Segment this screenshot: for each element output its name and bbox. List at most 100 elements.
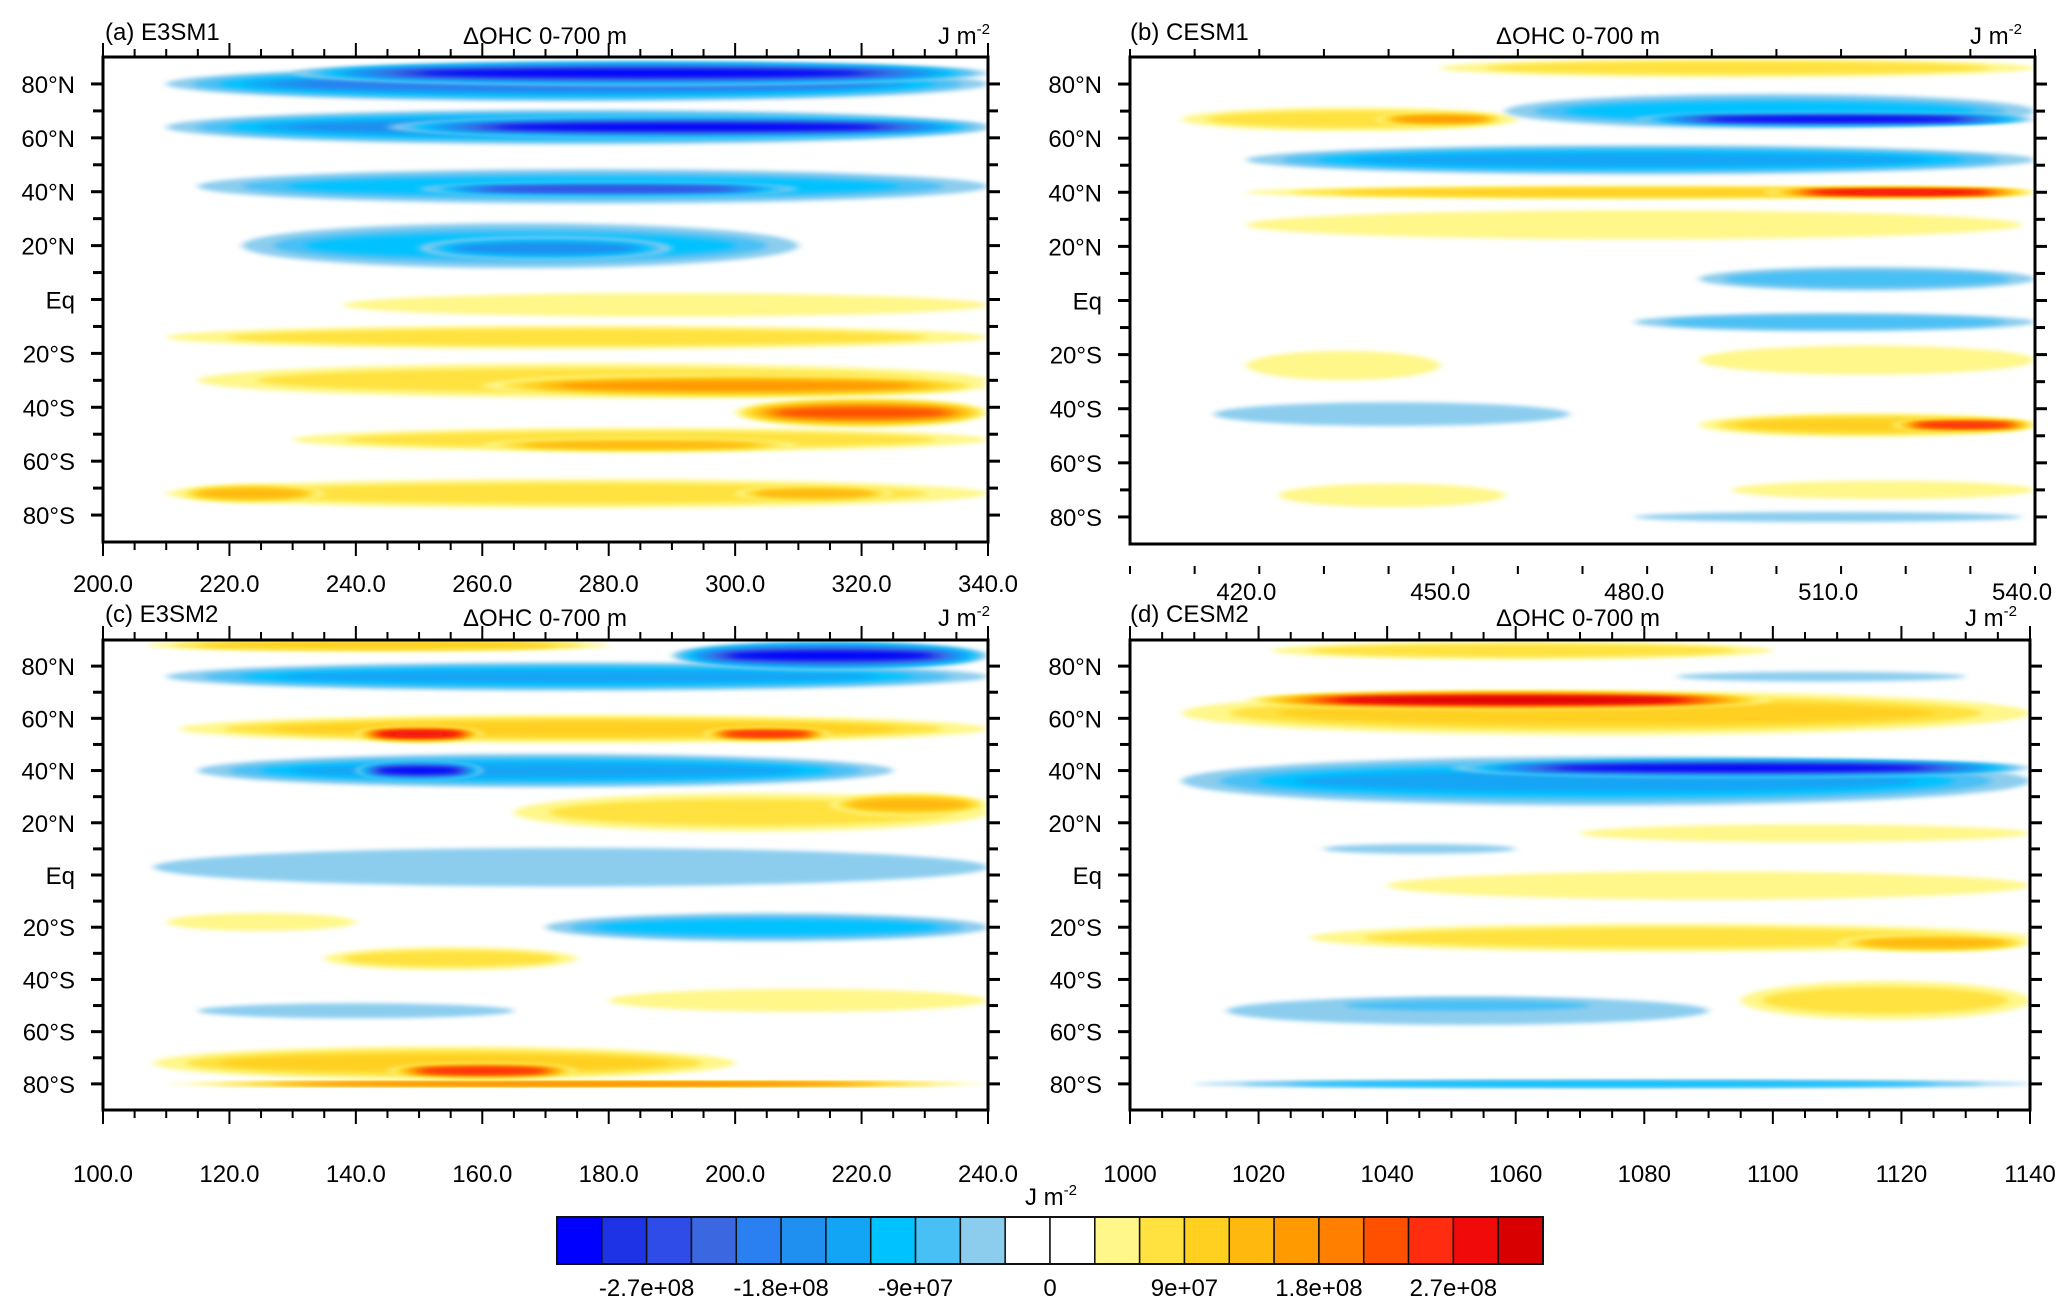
colorbar-swatch	[780, 1216, 827, 1265]
y-tick-label: 40°N	[1048, 180, 1102, 207]
x-tick-label: 260.0	[452, 571, 512, 598]
panel-d-units: J m-2	[1965, 603, 2017, 632]
colorbar-swatch	[1273, 1216, 1320, 1265]
contour-feature	[379, 768, 460, 773]
contour-feature	[1698, 345, 2035, 375]
contour-feature	[1387, 871, 2030, 900]
contour-feature	[1676, 671, 1966, 682]
colorbar-swatch	[914, 1216, 962, 1265]
colorbar-swatch	[601, 1216, 648, 1265]
colorbar-units-exp: -2	[1064, 1182, 1077, 1199]
y-tick-label: 80°N	[21, 72, 75, 99]
y-tick-label: 60°S	[23, 1020, 75, 1047]
x-tick-label: 1080	[1618, 1161, 1671, 1188]
colorbar-tick-label: 9e+07	[1151, 1275, 1218, 1302]
y-tick-label: 60°N	[1048, 706, 1102, 733]
x-tick-label: 1060	[1489, 1161, 1542, 1188]
panel-a: 80°N 60°N 40°N 20°N Eq 20°S 40°S 60°S 80°S 200.0 2…	[21, 43, 1018, 598]
x-tick-label: 100.0	[73, 1161, 133, 1188]
colorbar-swatch	[1362, 1216, 1410, 1265]
y-tick-label: 80°N	[1048, 654, 1102, 681]
y-tick-label: 40°S	[1050, 967, 1102, 994]
y-tick-label: 60°N	[21, 126, 75, 153]
x-tick-label: 1040	[1360, 1161, 1413, 1188]
x-tick-label: 1000	[1103, 1161, 1156, 1188]
y-tick-label: Eq	[46, 863, 75, 890]
y-tick-label: 20°N	[1048, 811, 1102, 838]
x-tick-label: 200.0	[705, 1161, 765, 1188]
x-tick-label: 480.0	[1604, 579, 1664, 606]
y-tick-label: Eq	[46, 288, 75, 315]
x-tick-label: 220.0	[832, 1161, 892, 1188]
contour-feature	[153, 847, 988, 887]
y-tick-label: 80°S	[23, 1072, 75, 1099]
x-tick-label: 340.0	[958, 571, 1018, 598]
x-tick-label: 1100	[1747, 1161, 1799, 1188]
colorbar-tick-label: -1.8e+08	[733, 1275, 828, 1302]
panel-a-units-exp: -2	[977, 21, 990, 38]
contour-feature	[1352, 153, 1929, 167]
panel-b-units-exp: -2	[2009, 21, 2022, 38]
contour-feature	[608, 988, 988, 1012]
contour-feature	[343, 293, 988, 317]
x-tick-label: 180.0	[579, 1161, 639, 1188]
colorbar-swatch	[1183, 1216, 1231, 1265]
contour-feature	[1214, 402, 1570, 426]
panel-c-units-exp: -2	[977, 603, 990, 620]
colorbar-units-text: J m	[1025, 1184, 1064, 1211]
contour-feature	[595, 919, 939, 935]
contour-feature	[558, 381, 913, 391]
panel-a-label: (a) E3SM1	[105, 19, 220, 46]
panel-d-label: (d) CESM2	[1130, 601, 1249, 628]
contour-feature	[1309, 644, 1736, 657]
colorbar-units: J m-2	[1025, 1182, 1077, 1211]
y-tick-label: 80°S	[1050, 1072, 1102, 1099]
y-tick-label: 20°S	[23, 915, 75, 942]
panel-c-units-text: J m	[938, 605, 977, 632]
x-tick-label: 450.0	[1410, 579, 1470, 606]
contour-feature	[777, 408, 946, 418]
colorbar-swatch	[1138, 1216, 1186, 1265]
x-tick-label: 240.0	[958, 1161, 1018, 1188]
x-tick-label: 280.0	[579, 571, 639, 598]
y-tick-label: 40°S	[23, 967, 75, 994]
y-tick-label: 80°N	[21, 654, 75, 681]
contour-feature	[1342, 697, 1676, 703]
panel-c-field	[103, 640, 988, 1110]
y-tick-label: 40°N	[1048, 759, 1102, 786]
y-tick-label: 60°S	[1050, 1020, 1102, 1047]
contour-feature	[498, 124, 878, 130]
contour-feature	[1580, 824, 2030, 843]
contour-feature	[1917, 422, 2011, 428]
x-tick-label: 240.0	[326, 571, 386, 598]
contour-feature	[524, 441, 756, 449]
x-tick-label: 220.0	[199, 571, 259, 598]
panel-a-field	[103, 57, 988, 542]
contour-feature	[457, 243, 634, 253]
panel-a-units: J m-2	[938, 21, 990, 50]
y-tick-label: 80°N	[1048, 72, 1102, 99]
panel-c-label: (c) E3SM2	[105, 601, 218, 628]
y-tick-label: 80°S	[1050, 505, 1102, 532]
contour-feature	[198, 489, 305, 498]
panel-b-label: (b) CESM1	[1130, 19, 1249, 46]
colorbar-swatch	[690, 1216, 738, 1265]
contour-feature	[756, 489, 872, 498]
panel-b-units-text: J m	[1970, 23, 2009, 50]
contour-feature	[1364, 927, 1976, 948]
x-tick-label: 1020	[1232, 1161, 1285, 1188]
contour-feature	[1344, 1000, 1591, 1011]
y-tick-label: 20°S	[1050, 915, 1102, 942]
y-tick-label: 40°S	[23, 395, 75, 422]
panel-c: 80°N 60°N 40°N 20°N Eq 20°S 40°S 60°S 80°S 100.0 1…	[21, 626, 1018, 1188]
x-tick-label: 300.0	[705, 571, 765, 598]
colorbar-swatch	[735, 1216, 782, 1265]
contour-feature	[166, 913, 356, 931]
colorbar-tick-label: -9e+07	[878, 1275, 953, 1302]
colorbar-swatch	[1452, 1216, 1499, 1265]
contour-feature	[1395, 116, 1486, 123]
x-tick-label: 1140	[2004, 1161, 2056, 1188]
contour-feature	[1557, 765, 1924, 771]
contour-feature	[1634, 511, 2023, 523]
